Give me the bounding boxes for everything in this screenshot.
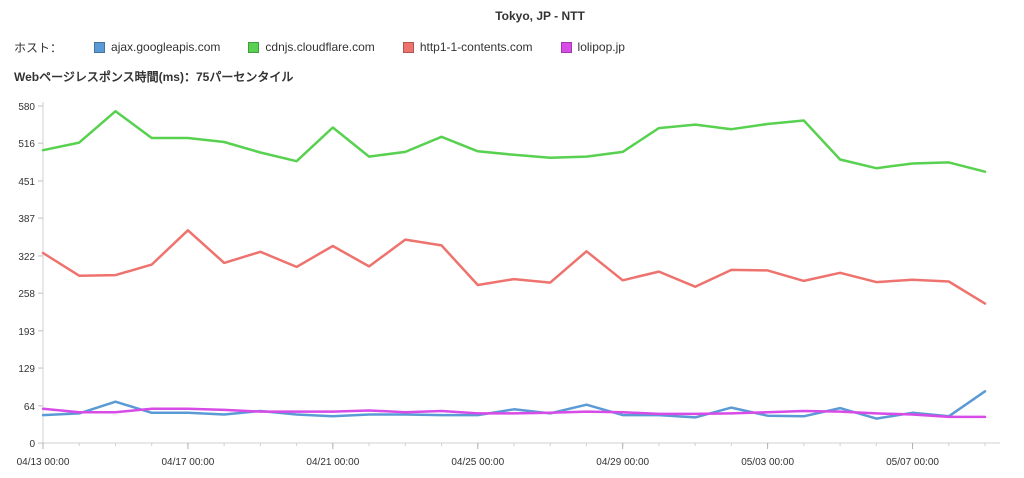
y-tick-label: 387	[18, 214, 35, 225]
series-line-http1-1-contents-com	[41, 229, 987, 305]
y-tick-label: 258	[18, 289, 35, 300]
x-tick-label: 04/29 00:00	[596, 457, 649, 468]
x-tick-label: 04/17 00:00	[162, 457, 215, 468]
legend-item-lolipop[interactable]: lolipop.jp	[560, 40, 625, 54]
x-tick-label: 04/13 00:00	[17, 457, 70, 468]
legend-swatch-ajax-googleapis	[94, 41, 106, 53]
y-tick-label: 64	[24, 402, 36, 413]
series-line-lolipop-jp	[41, 407, 987, 419]
x-tick-label: 05/03 00:00	[741, 457, 794, 468]
y-tick-label: 129	[18, 364, 35, 375]
legend-prefix: ホスト：	[14, 40, 63, 55]
legend: ホスト： ajax.googleapis.com cdnjs.cloudflar…	[14, 38, 653, 56]
axes: 0 64 129 193 258 322 387 451 516 580 04/13 00:00 04…	[17, 102, 1000, 468]
legend-item-ajax-googleapis[interactable]: ajax.googleapis.com	[94, 40, 220, 54]
legend-item-cdnjs-cloudflare[interactable]: cdnjs.cloudflare.com	[248, 40, 375, 54]
legend-label-lolipop: lolipop.jp	[577, 40, 625, 54]
y-tick-label: 516	[18, 139, 35, 150]
y-tick-label: 322	[18, 252, 35, 263]
legend-label-ajax-googleapis: ajax.googleapis.com	[111, 40, 221, 54]
chart-subtitle: Webページレスポンス時間(ms)：75パーセンタイル	[14, 70, 294, 84]
series-line-cdnjs-cloudflare-com	[41, 109, 987, 173]
y-tick-label: 451	[18, 177, 35, 188]
legend-label-http1-1-contents: http1-1-contents.com	[419, 40, 533, 54]
y-tick-label: 193	[18, 327, 35, 338]
x-tick-label: 05/07 00:00	[886, 457, 939, 468]
legend-swatch-cdnjs-cloudflare	[248, 41, 260, 53]
x-tick-label: 04/21 00:00	[306, 457, 359, 468]
legend-swatch-http1-1-contents	[402, 41, 414, 53]
y-tick-label: 580	[18, 102, 35, 113]
chart-title: Tokyo, JP - NTT	[495, 9, 585, 23]
y-tick-label: 0	[29, 439, 35, 450]
legend-label-cdnjs-cloudflare: cdnjs.cloudflare.com	[265, 40, 375, 54]
x-tick-label: 04/25 00:00	[451, 457, 504, 468]
legend-item-http1-1-contents[interactable]: http1-1-contents.com	[402, 40, 533, 54]
series-lines	[41, 109, 987, 420]
legend-swatch-lolipop	[560, 41, 572, 53]
